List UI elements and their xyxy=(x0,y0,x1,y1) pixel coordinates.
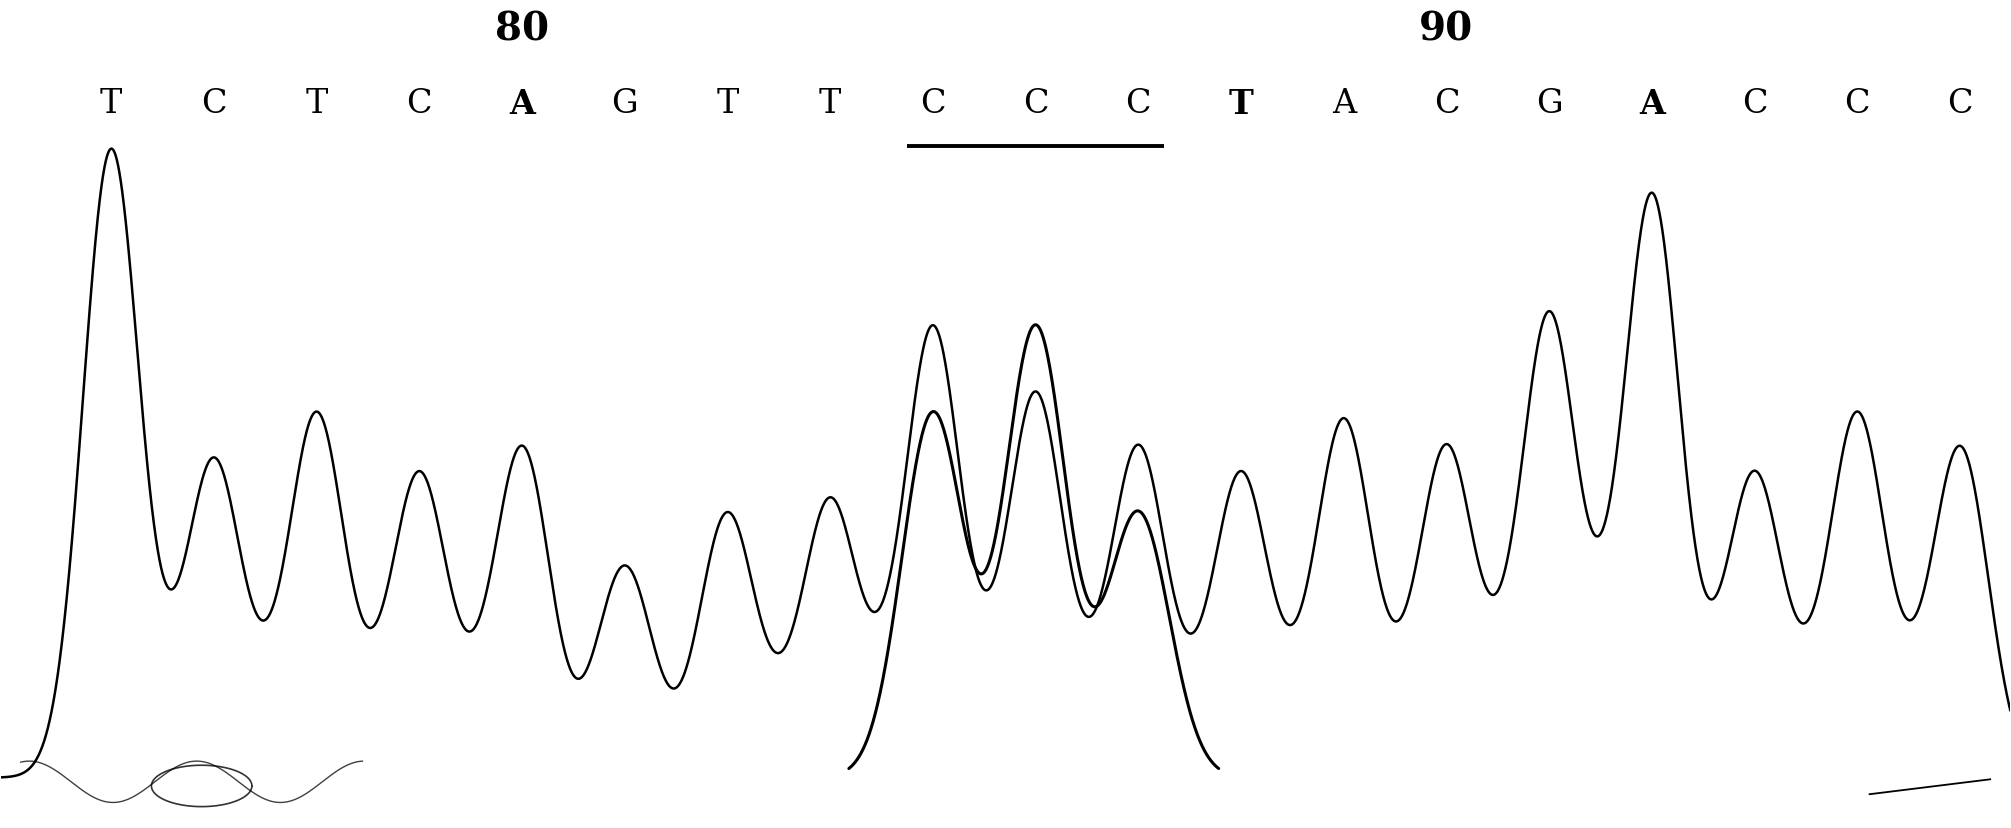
Text: C: C xyxy=(921,88,945,120)
Text: C: C xyxy=(406,88,432,120)
Text: C: C xyxy=(1844,88,1870,120)
Text: C: C xyxy=(1434,88,1460,120)
Text: 90: 90 xyxy=(1420,11,1474,49)
Text: 80: 80 xyxy=(495,11,549,49)
Text: G: G xyxy=(611,88,637,120)
Text: T: T xyxy=(306,88,328,120)
Text: C: C xyxy=(1126,88,1150,120)
Text: T: T xyxy=(716,88,738,120)
Text: T: T xyxy=(1229,88,1253,121)
Text: C: C xyxy=(1024,88,1048,120)
Text: T: T xyxy=(818,88,841,120)
Text: C: C xyxy=(1947,88,1973,120)
Text: G: G xyxy=(1536,88,1563,120)
Text: C: C xyxy=(201,88,227,120)
Text: A: A xyxy=(1639,88,1665,121)
Text: A: A xyxy=(509,88,535,121)
Text: A: A xyxy=(1331,88,1355,120)
Text: T: T xyxy=(101,88,123,120)
Text: C: C xyxy=(1742,88,1768,120)
